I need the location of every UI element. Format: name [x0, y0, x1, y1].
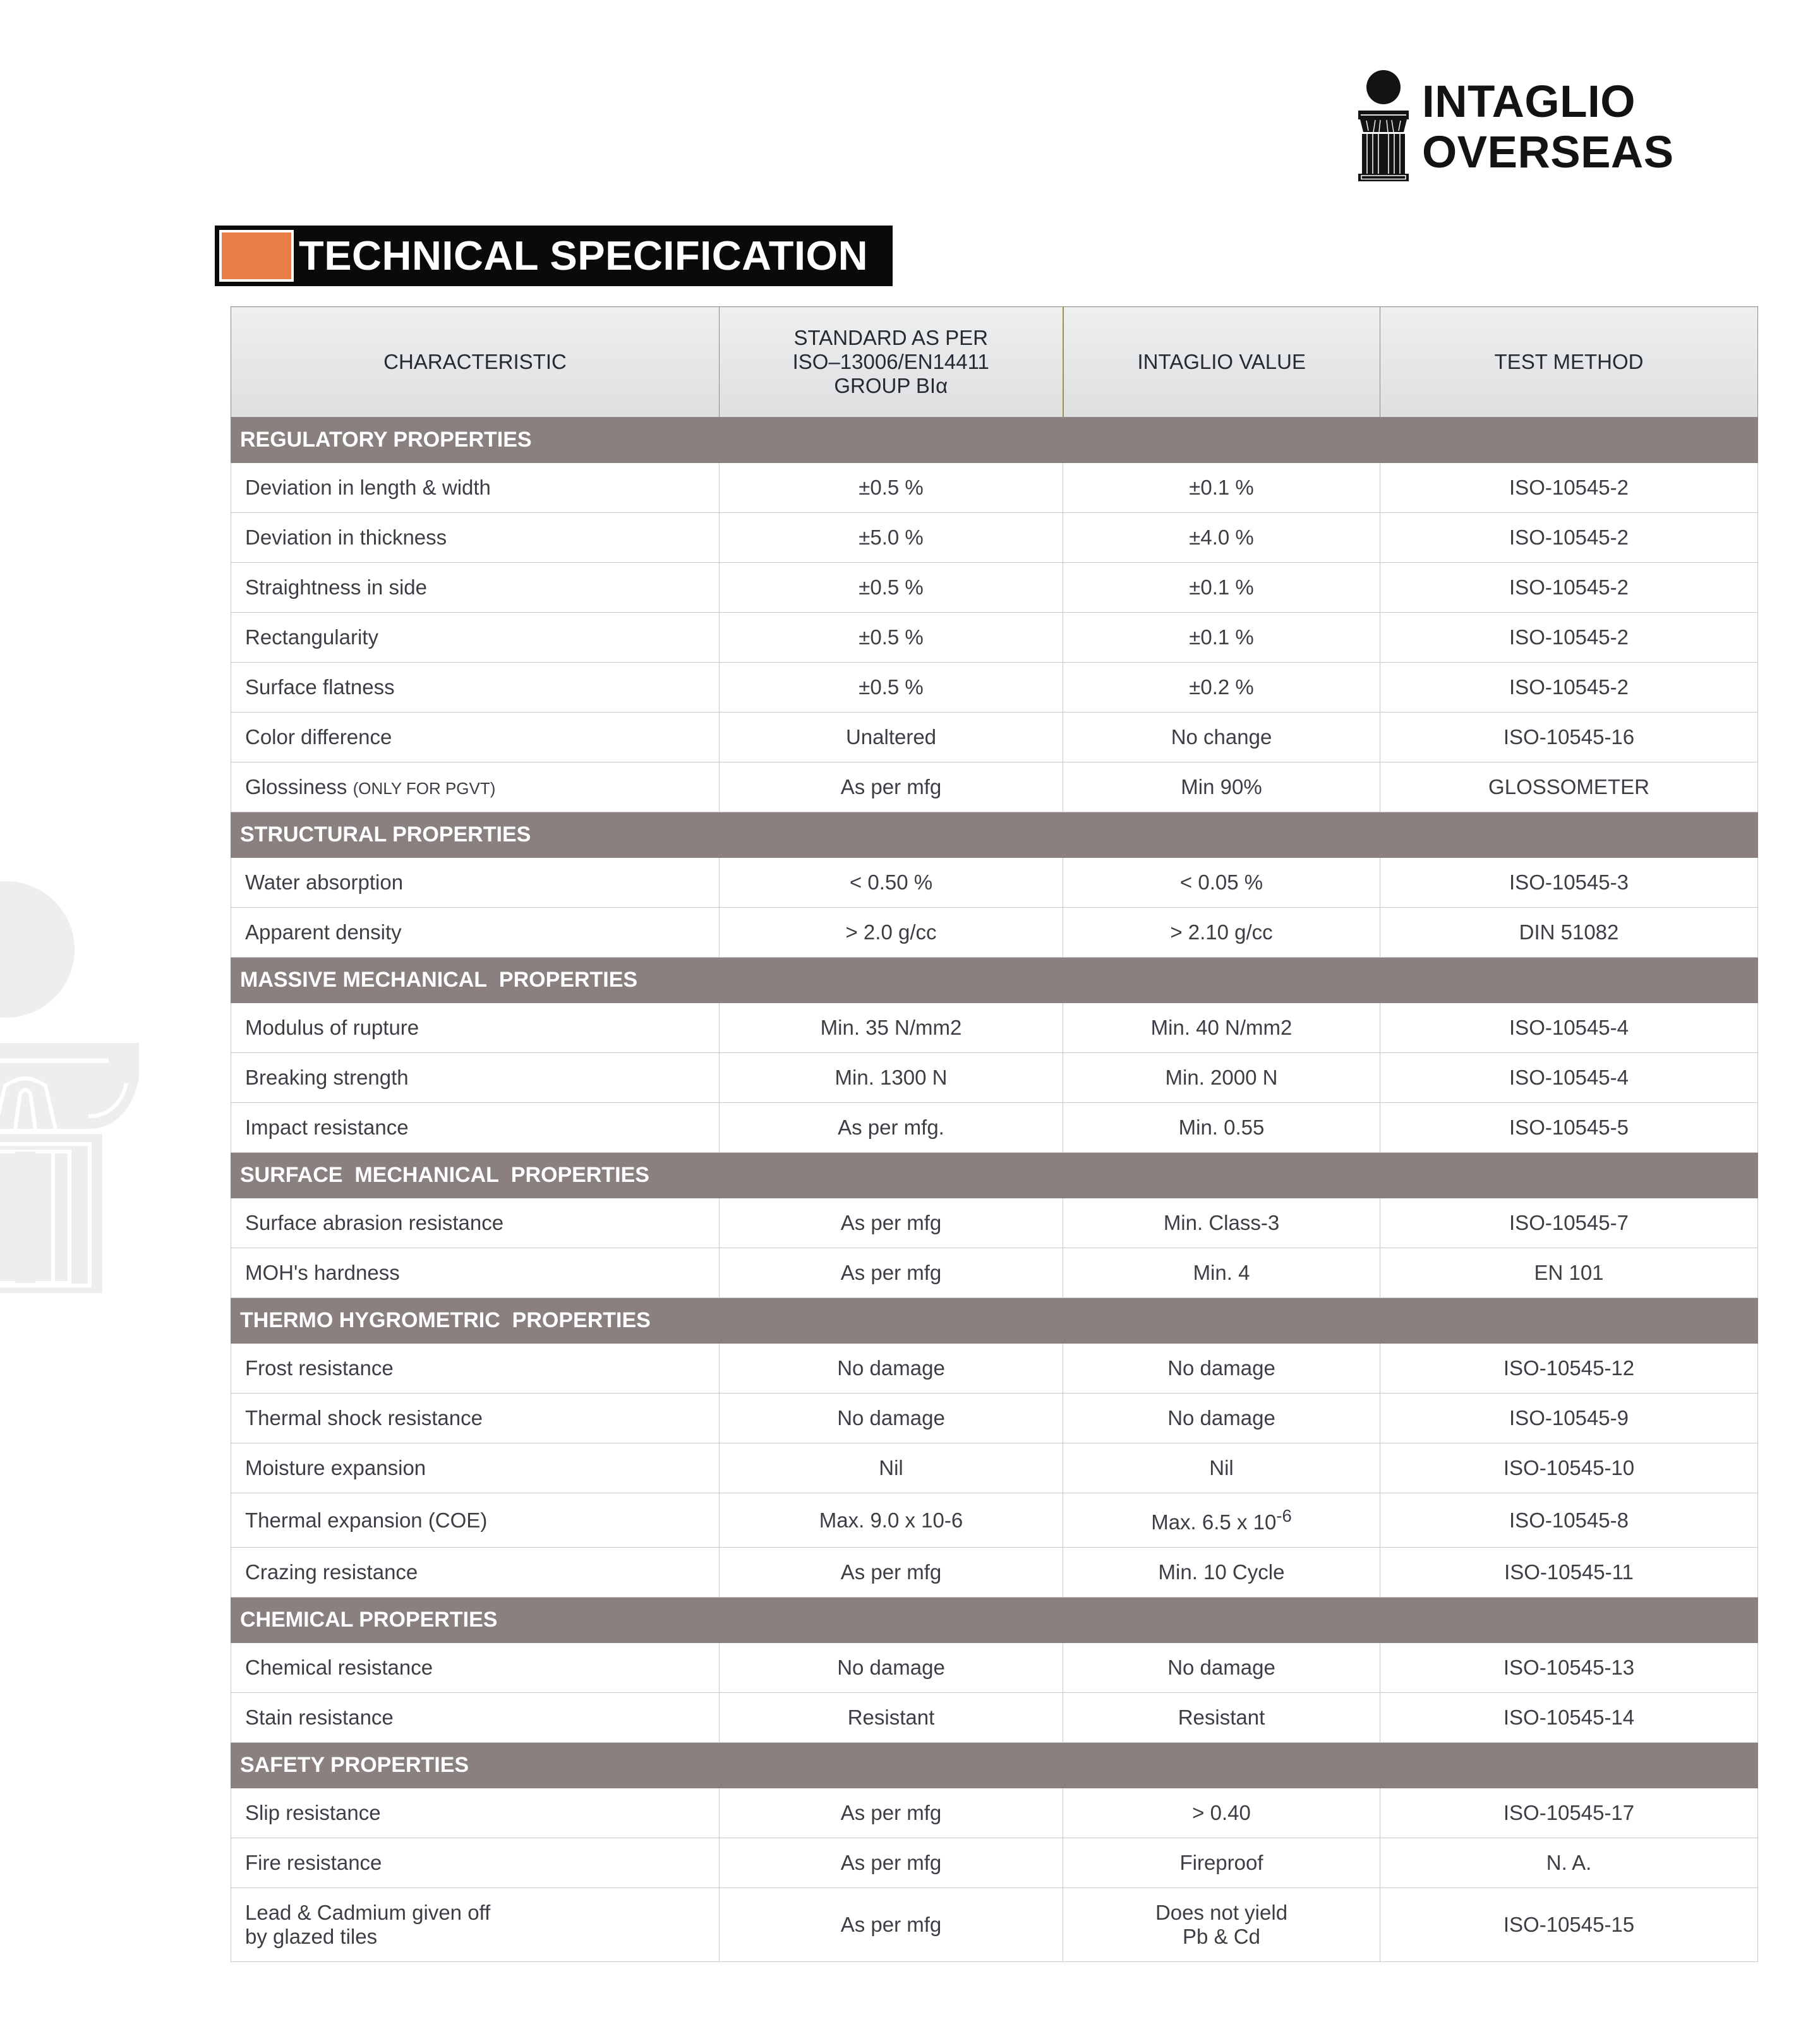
svg-text:OVERSEAS: OVERSEAS — [1422, 128, 1674, 178]
svg-text:INTAGLIO: INTAGLIO — [1422, 77, 1636, 127]
